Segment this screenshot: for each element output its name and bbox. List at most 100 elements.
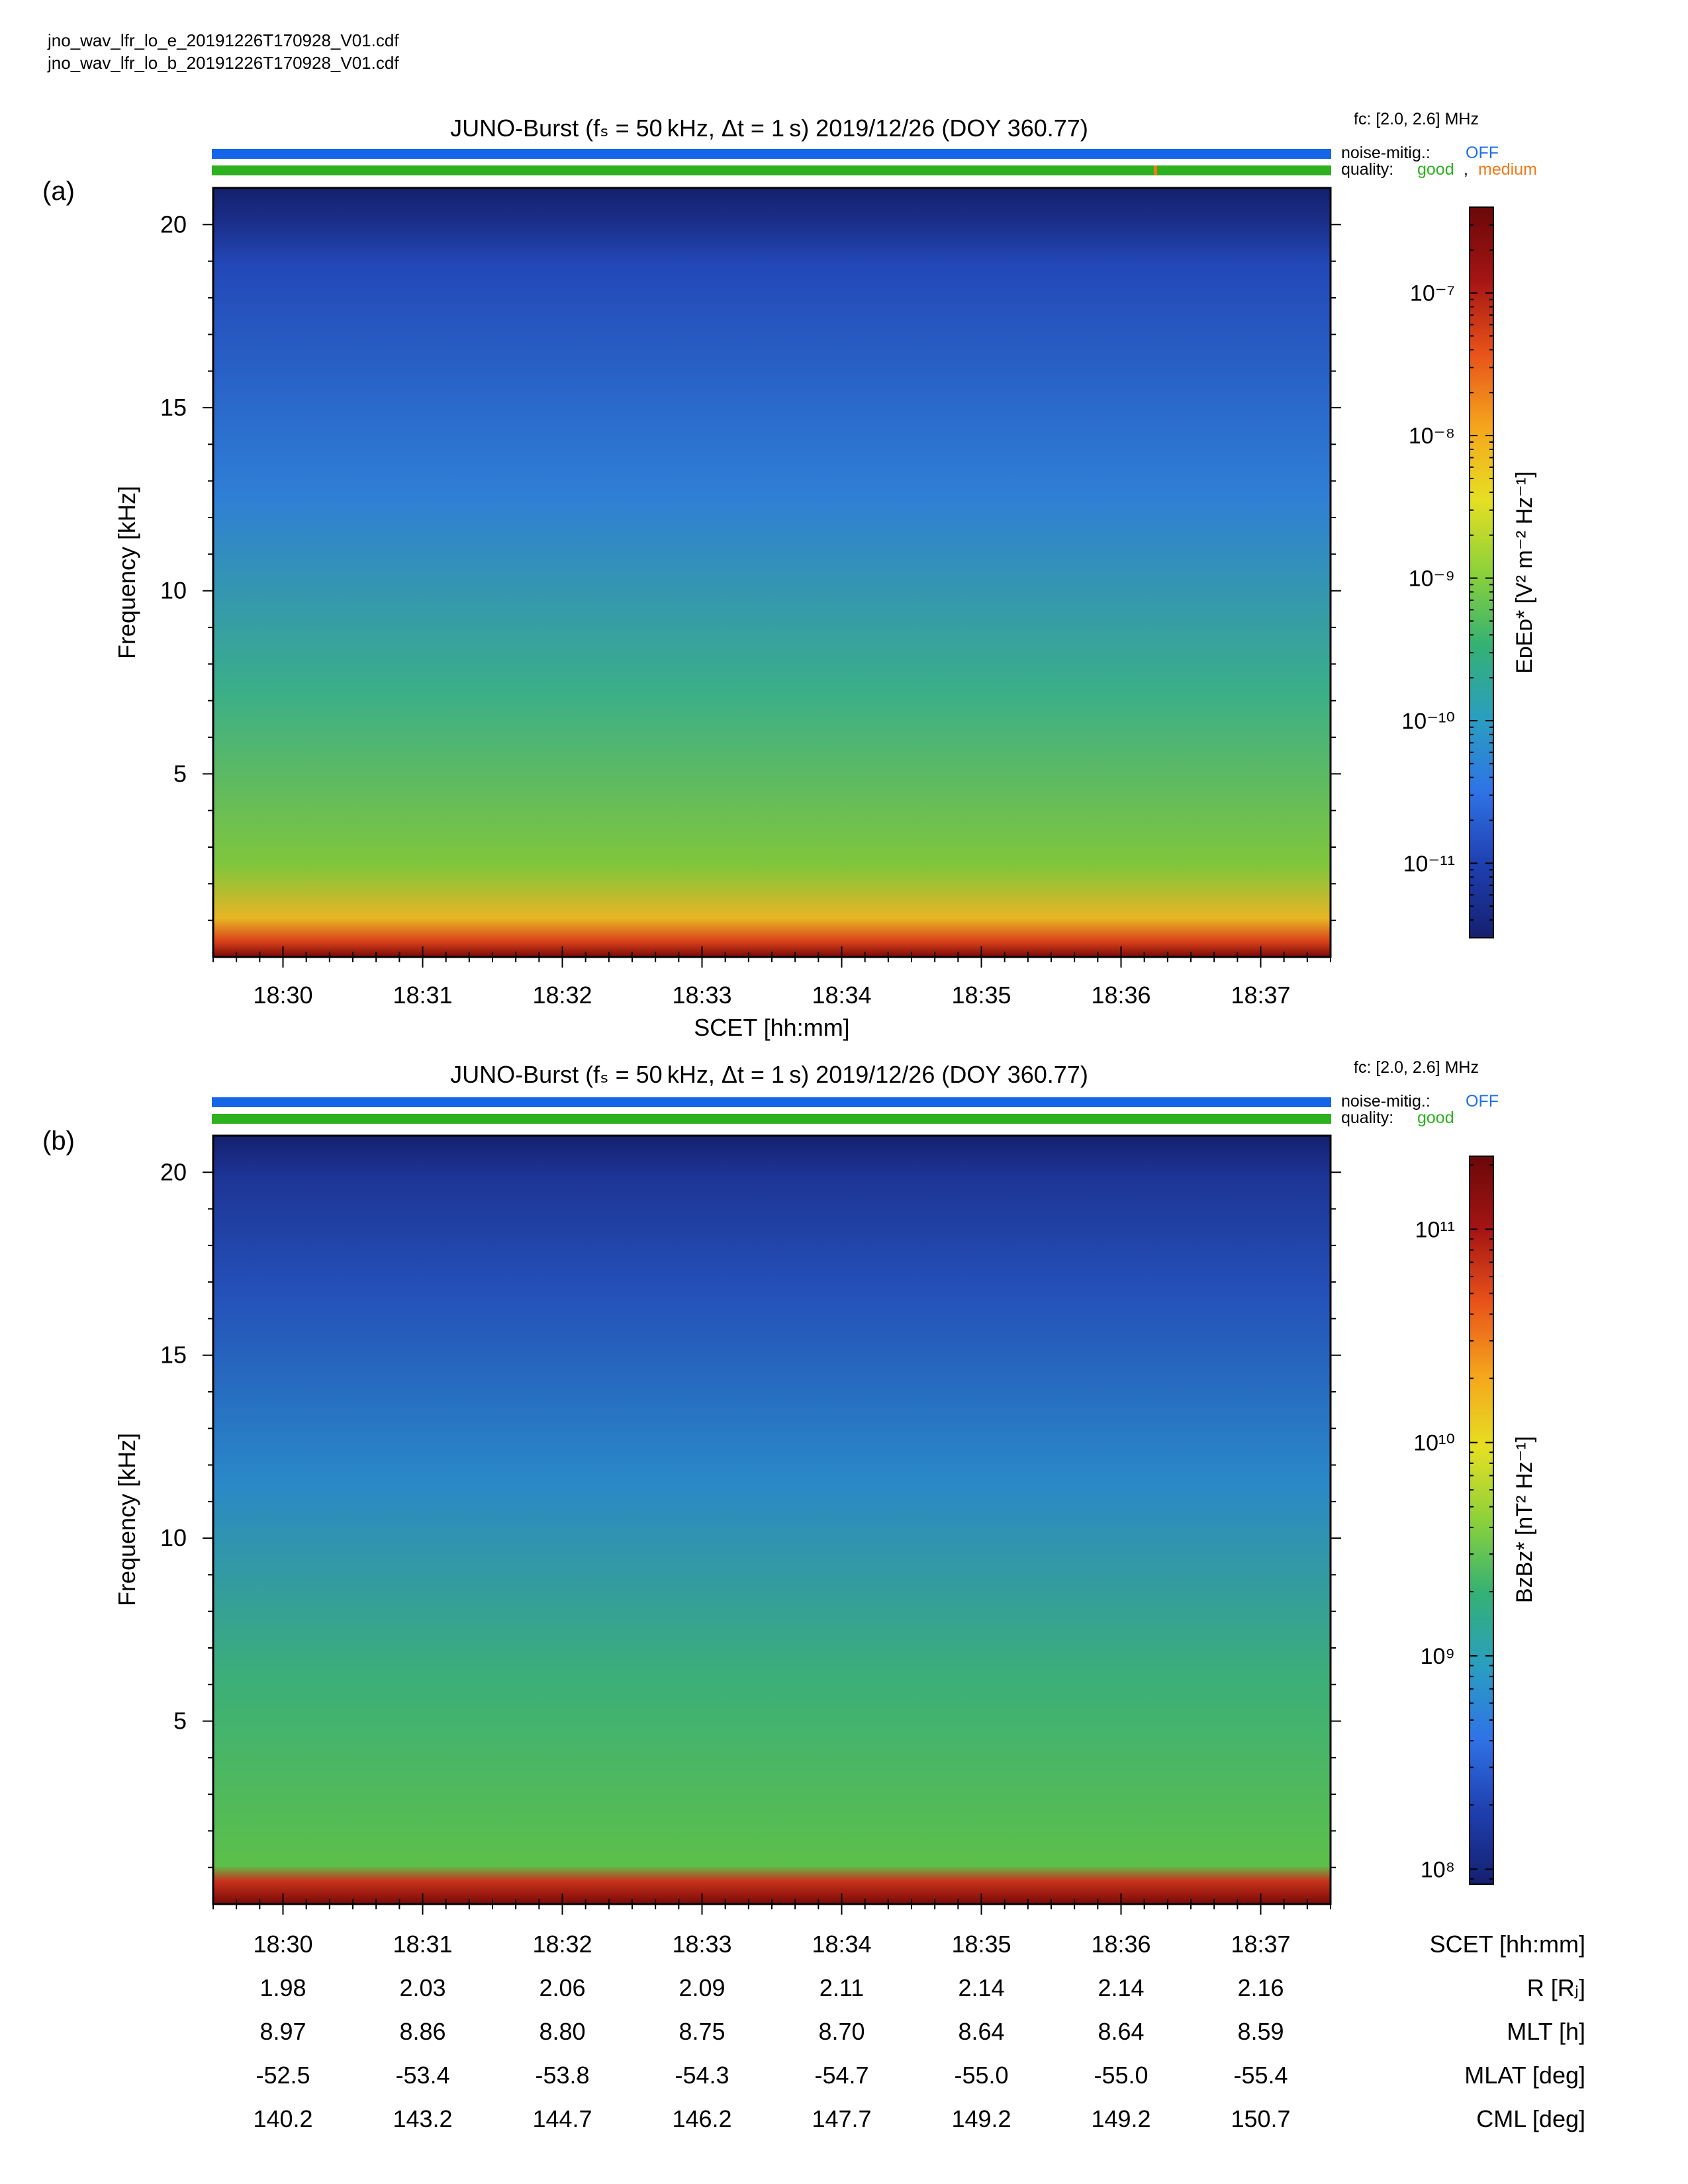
panel-b-fc: fᴄ: [2.0, 2.6] MHz [1354,1058,1479,1077]
file-name-b: jno_wav_lfr_lo_b_20191226T170928_V01.cdf [47,53,399,73]
panel-a-label: (a) [42,177,75,206]
colorbar-tick-label: 10⁻¹⁰ [1401,709,1455,734]
panel-b-label: (b) [42,1126,75,1156]
ephemeris-cell: 8.59 [1237,2018,1284,2045]
panel-a-quality-medium: medium [1478,160,1537,179]
ephemeris-cell: 8.86 [399,2018,445,2045]
panel-a-colorbar-ticks: 10⁻¹¹ 10⁻¹⁰ 10⁻⁹ 10⁻⁸ 10⁻⁷ [1401,206,1493,938]
y-tick-label: 15 [160,394,187,421]
x-tick-label: 18:36 [1091,981,1150,1009]
y-tick-label: 15 [160,1342,187,1369]
file-name-e: jno_wav_lfr_lo_e_20191226T170928_V01.cdf [47,30,399,50]
ephemeris-cell: 1.98 [259,1974,306,2001]
ephemeris-row-label: R [Rⱼ] [1527,1974,1585,2001]
ephemeris-row-label: SCET [hh:mm] [1430,1931,1585,1958]
x-tick-label: 18:31 [393,981,452,1009]
panel-b-colorbar-label: BᴢBᴢ* [nT² Hz⁻¹] [1512,1436,1537,1603]
ephemeris-cell: -54.7 [814,2062,868,2089]
panel-a-quality-sep: , [1464,160,1468,179]
x-tick-label: 18:35 [951,981,1011,1009]
x-tick-label: 18:37 [1231,981,1290,1009]
panel-a-quality-good: good [1417,160,1454,179]
panel-a-quality-bar [212,165,1331,175]
ephemeris-cell: 2.14 [1098,1974,1144,2001]
ephemeris-cell: 2.11 [820,1974,864,2001]
y-tick-label: 10 [160,577,187,604]
ephemeris-cell: 8.70 [818,2018,865,2045]
ephemeris-cell: 149.2 [1091,2105,1150,2132]
y-tick-label: 20 [160,1158,187,1185]
colorbar-tick-label: 10⁻⁸ [1409,424,1455,449]
ephemeris-table: 18:30 18:31 18:32 18:33 18:34 18:35 18:36 18:37… [253,1931,1585,2132]
ephemeris-cell: -53.4 [395,2062,449,2089]
ephemeris-cell: -52.5 [256,2062,310,2089]
colorbar-tick-label: 10¹¹ [1415,1217,1455,1242]
ephemeris-cell: 18:36 [1091,1931,1150,1958]
ephemeris-cell: 2.09 [679,1974,725,2001]
x-tick-label: 18:32 [532,981,592,1009]
colorbar-tick-label: 10⁸ [1421,1857,1455,1882]
ephemeris-row-label: CML [deg] [1476,2105,1585,2132]
panel-a-colorbar [1469,206,1494,938]
panel-b-colorbar [1469,1156,1494,1885]
panel-a-fc: fᴄ: [2.0, 2.6] MHz [1354,110,1479,128]
panel-b-quality-label: quality: [1341,1109,1393,1127]
ephemeris-cell: 18:31 [393,1931,452,1958]
panel-a-noise-value: OFF [1466,144,1499,162]
ephemeris-cell: 8.64 [958,2018,1004,2045]
panel-b-noise-label: noise-mitig.: [1341,1092,1430,1111]
panel-a-title: JUNO-Burst (fₛ = 50 kHz, Δt = 1 s) 2019/… [450,114,1088,142]
y-tick-label: 20 [160,210,187,238]
ephemeris-cell: 18:30 [253,1931,312,1958]
ephemeris-cell: 2.16 [1237,1974,1284,2001]
panel-a-xlabel: SCET [hh:mm] [694,1014,849,1041]
ephemeris-cell: 8.80 [539,2018,585,2045]
ephemeris-row-label: MLT [h] [1507,2018,1585,2045]
y-tick-label: 5 [173,1707,187,1735]
colorbar-tick-label: 10⁻⁹ [1409,567,1455,592]
colorbar-tick-label: 10⁻⁷ [1410,281,1455,306]
panel-a-spectrogram [213,188,1331,957]
ephemeris-cell: 18:35 [951,1931,1011,1958]
ephemeris-cell: 2.06 [539,1974,585,2001]
ephemeris-cell: 146.2 [672,2105,731,2132]
ephemeris-cell: -54.3 [675,2062,729,2089]
panel-a-ticks: 18:30 18:31 18:32 18:33 18:34 18:35 18:36 18:37… [160,210,1341,1009]
ephemeris-cell: 150.7 [1231,2105,1290,2132]
ephemeris-cell: 8.64 [1098,2018,1144,2045]
panel-a-colorbar-label: EᴅEᴅ* [V² m⁻² Hz⁻¹] [1512,471,1537,674]
ephemeris-cell: 2.14 [958,1974,1004,2001]
panel-b-ticks: 5 10 15 20 [160,1158,1341,1915]
ephemeris-row-label: MLAT [deg] [1464,2062,1585,2089]
panel-b-noise-bar [212,1097,1331,1107]
y-tick-label: 5 [173,760,187,787]
panel-b-spectrogram [213,1136,1331,1904]
panel-a: (a) JUNO-Burst (fₛ = 50 kHz, Δt = 1 s) 2… [42,110,1537,1041]
panel-b-quality-bar [212,1114,1331,1124]
ephemeris-cell: -55.0 [1094,2062,1148,2089]
panel-b-quality-good: good [1417,1109,1454,1127]
panel-a-noise-label: noise-mitig.: [1341,144,1430,162]
ephemeris-cell: 18:33 [672,1931,731,1958]
x-tick-label: 18:30 [253,981,312,1009]
ephemeris-cell: 8.97 [259,2018,306,2045]
panel-a-noise-bar [212,149,1331,159]
panel-b-title: JUNO-Burst (fₛ = 50 kHz, Δt = 1 s) 2019/… [450,1061,1088,1088]
ephemeris-cell: 143.2 [393,2105,452,2132]
panel-a-quality-label: quality: [1341,160,1393,179]
ephemeris-cell: -55.0 [954,2062,1008,2089]
colorbar-tick-label: 10¹⁰ [1413,1431,1455,1456]
ephemeris-cell: 140.2 [253,2105,312,2132]
ephemeris-cell: -55.4 [1233,2062,1288,2089]
ephemeris-cell: 149.2 [951,2105,1011,2132]
ephemeris-cell: 18:34 [812,1931,871,1958]
colorbar-tick-label: 10⁻¹¹ [1403,851,1455,876]
x-tick-label: 18:34 [812,981,871,1009]
x-tick-label: 18:33 [672,981,731,1009]
ephemeris-cell: 8.75 [679,2018,725,2045]
colorbar-tick-label: 10⁹ [1421,1644,1455,1669]
panel-a-quality-medium-mark [1154,165,1157,175]
panel-a-ylabel: Frequency [kHz] [113,486,140,659]
panel-b-colorbar-ticks: 10⁸ 10⁹ 10¹⁰ 10¹¹ [1413,1164,1493,1882]
